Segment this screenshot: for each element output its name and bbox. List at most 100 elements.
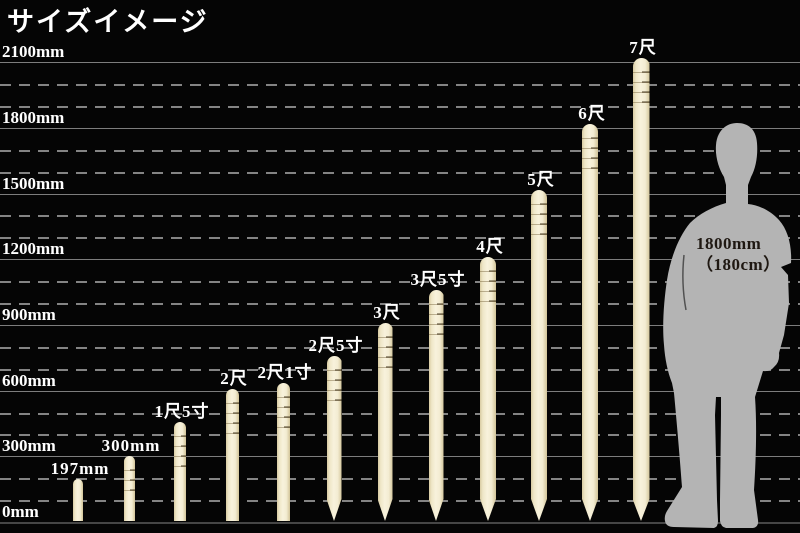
stake-notch	[327, 400, 342, 401]
axis-label: 1200mm	[2, 239, 65, 258]
stake-notch-tick	[540, 233, 547, 235]
stake-notch-tick	[591, 157, 598, 159]
stake-notch	[480, 281, 496, 282]
stake-label: 2尺5寸	[308, 336, 364, 355]
major-gridline	[0, 522, 800, 524]
stake-notch	[582, 158, 598, 159]
stake-notch	[378, 367, 393, 368]
stake-notch	[225, 433, 239, 434]
major-gridline	[0, 128, 800, 129]
stake-notch	[531, 234, 547, 235]
stake-notch	[327, 370, 342, 371]
stake-notch-tick	[642, 101, 650, 103]
stake-notch-tick	[283, 416, 290, 418]
stake-notch-tick	[335, 399, 342, 401]
minor-gridline	[0, 347, 800, 349]
axis-label: 0mm	[2, 502, 39, 521]
page-title: サイズイメージ	[7, 7, 209, 37]
stake-notch	[582, 138, 598, 139]
stake-label: 300mm	[101, 436, 161, 455]
stake-2尺	[225, 389, 239, 521]
stake-notch	[633, 102, 650, 103]
minor-gridline	[0, 106, 800, 108]
stake-notch	[378, 337, 393, 338]
person-height-mm: 1800mm	[696, 234, 762, 253]
major-gridline	[0, 325, 800, 326]
axis-label: 300mm	[2, 436, 56, 455]
stake-notch	[429, 324, 444, 325]
stake-3尺5寸	[429, 290, 444, 521]
stake-notch	[633, 72, 650, 73]
stake-label: 3尺	[373, 303, 401, 322]
stake-6尺	[582, 124, 598, 521]
stake-notch	[633, 92, 650, 93]
minor-gridline	[0, 150, 800, 152]
person-height-cm: （180cm）	[696, 255, 781, 275]
stake-notch-tick	[335, 389, 342, 391]
minor-gridline	[0, 172, 800, 174]
stake-notch	[327, 380, 342, 381]
stake-notch-tick	[489, 280, 496, 282]
stake-notch	[276, 427, 290, 428]
stake-notch	[225, 403, 239, 404]
minor-gridline	[0, 369, 800, 371]
stake-notch	[378, 347, 393, 348]
major-gridline	[0, 391, 800, 392]
stake-label: 1尺5寸	[154, 402, 210, 421]
stake-notch	[276, 397, 290, 398]
stake-notch-tick	[591, 167, 598, 169]
stake-notch	[174, 436, 186, 437]
minor-gridline	[0, 237, 800, 239]
stake-notch-tick	[591, 147, 598, 149]
stake-notch	[174, 456, 186, 457]
stake-notch-tick	[642, 71, 650, 73]
stake-notch-tick	[180, 465, 186, 467]
minor-gridline	[0, 281, 800, 283]
stake-notch	[174, 466, 186, 467]
stake-notch	[480, 301, 496, 302]
stake-notch-tick	[540, 223, 547, 225]
major-gridline	[0, 456, 800, 457]
stake-notch-tick	[129, 469, 135, 471]
arm-shadow-line	[682, 254, 687, 311]
person-body	[663, 123, 792, 528]
stake-notch-tick	[437, 303, 444, 305]
minor-gridline	[0, 413, 800, 415]
stake-notch-tick	[437, 323, 444, 325]
stake-notch-tick	[180, 445, 186, 447]
stake-notch	[480, 291, 496, 292]
stake-notch-tick	[591, 137, 598, 139]
stake-3尺	[378, 323, 393, 521]
minor-gridline	[0, 500, 800, 502]
person-height-label: 1800mm （180cm）	[696, 233, 781, 276]
stake-label: 5尺	[527, 170, 555, 189]
major-gridline	[0, 259, 800, 260]
stake-197mm	[73, 479, 83, 521]
stake-notch-tick	[232, 432, 239, 434]
stake-label: 2尺1寸	[257, 363, 313, 382]
stake-2尺1寸	[276, 383, 290, 521]
stake-notch-tick	[540, 203, 547, 205]
stake-notch-tick	[180, 435, 186, 437]
stake-notch	[582, 168, 598, 169]
stake-label: 197mm	[50, 459, 110, 478]
stake-notch-tick	[335, 369, 342, 371]
stake-label: 7尺	[629, 38, 657, 57]
stake-1尺5寸	[174, 422, 186, 521]
major-gridline	[0, 194, 800, 195]
stake-notch-tick	[386, 356, 393, 358]
stake-notch-tick	[386, 346, 393, 348]
stake-notch	[327, 390, 342, 391]
stake-2尺5寸	[327, 356, 342, 521]
stake-notch	[480, 271, 496, 272]
stake-notch-tick	[180, 455, 186, 457]
stake-notch-tick	[437, 313, 444, 315]
stake-notch-tick	[489, 290, 496, 292]
stake-notch-tick	[283, 406, 290, 408]
stake-7尺	[633, 58, 650, 521]
stake-notch-tick	[283, 426, 290, 428]
stake-notch-tick	[489, 270, 496, 272]
stake-300mm	[123, 456, 135, 521]
major-gridline	[0, 62, 800, 63]
